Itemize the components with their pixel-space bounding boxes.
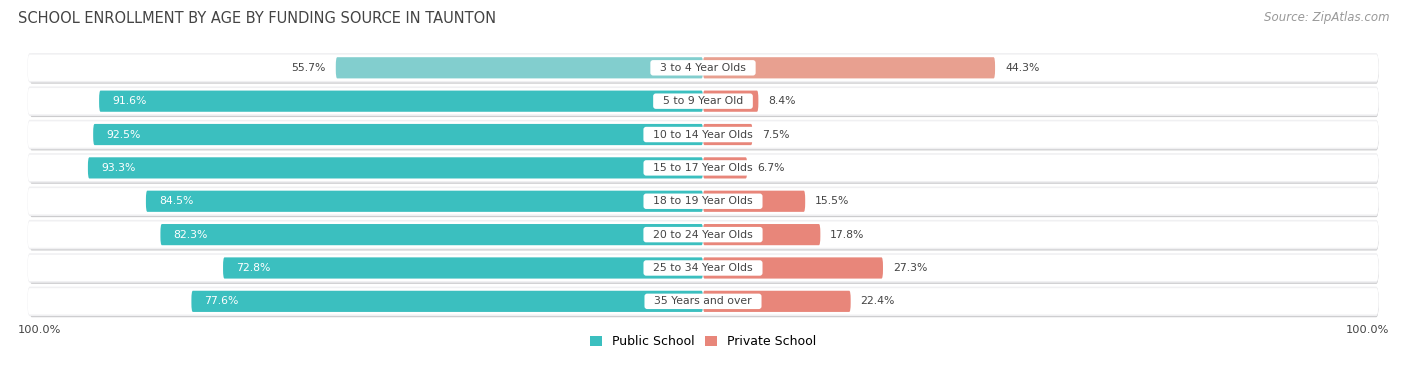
Text: 84.5%: 84.5%: [159, 196, 194, 206]
FancyBboxPatch shape: [27, 187, 1379, 216]
FancyBboxPatch shape: [224, 257, 703, 279]
Text: 10 to 14 Year Olds: 10 to 14 Year Olds: [647, 130, 759, 139]
Text: 55.7%: 55.7%: [291, 63, 326, 73]
Text: 18 to 19 Year Olds: 18 to 19 Year Olds: [647, 196, 759, 206]
Text: 15.5%: 15.5%: [815, 196, 849, 206]
FancyBboxPatch shape: [28, 155, 1378, 181]
FancyBboxPatch shape: [703, 124, 752, 145]
FancyBboxPatch shape: [703, 57, 995, 78]
FancyBboxPatch shape: [160, 224, 703, 245]
FancyBboxPatch shape: [30, 121, 1379, 150]
FancyBboxPatch shape: [703, 90, 758, 112]
Text: 20 to 24 Year Olds: 20 to 24 Year Olds: [647, 230, 759, 240]
Text: 35 Years and over: 35 Years and over: [647, 296, 759, 307]
Text: 92.5%: 92.5%: [107, 130, 141, 139]
FancyBboxPatch shape: [28, 188, 1378, 215]
FancyBboxPatch shape: [27, 153, 1379, 182]
FancyBboxPatch shape: [27, 86, 1379, 116]
FancyBboxPatch shape: [27, 53, 1379, 83]
FancyBboxPatch shape: [28, 288, 1378, 314]
FancyBboxPatch shape: [30, 287, 1379, 317]
FancyBboxPatch shape: [146, 191, 703, 212]
FancyBboxPatch shape: [28, 88, 1378, 114]
FancyBboxPatch shape: [703, 291, 851, 312]
Text: 8.4%: 8.4%: [768, 96, 796, 106]
Text: 6.7%: 6.7%: [756, 163, 785, 173]
FancyBboxPatch shape: [98, 90, 703, 112]
Text: 100.0%: 100.0%: [17, 325, 60, 335]
FancyBboxPatch shape: [27, 220, 1379, 249]
Text: 17.8%: 17.8%: [830, 230, 865, 240]
Text: 5 to 9 Year Old: 5 to 9 Year Old: [655, 96, 751, 106]
Text: 82.3%: 82.3%: [173, 230, 208, 240]
Text: 15 to 17 Year Olds: 15 to 17 Year Olds: [647, 163, 759, 173]
FancyBboxPatch shape: [30, 87, 1379, 117]
FancyBboxPatch shape: [30, 54, 1379, 84]
Text: 91.6%: 91.6%: [112, 96, 146, 106]
FancyBboxPatch shape: [27, 120, 1379, 149]
FancyBboxPatch shape: [27, 287, 1379, 316]
FancyBboxPatch shape: [28, 55, 1378, 81]
FancyBboxPatch shape: [30, 154, 1379, 184]
Text: 44.3%: 44.3%: [1005, 63, 1039, 73]
Text: 100.0%: 100.0%: [1346, 325, 1389, 335]
FancyBboxPatch shape: [703, 224, 820, 245]
FancyBboxPatch shape: [27, 253, 1379, 283]
Legend: Public School, Private School: Public School, Private School: [589, 336, 817, 348]
FancyBboxPatch shape: [703, 191, 806, 212]
Text: 72.8%: 72.8%: [236, 263, 270, 273]
FancyBboxPatch shape: [191, 291, 703, 312]
FancyBboxPatch shape: [93, 124, 703, 145]
Text: 25 to 34 Year Olds: 25 to 34 Year Olds: [647, 263, 759, 273]
Text: 7.5%: 7.5%: [762, 130, 790, 139]
FancyBboxPatch shape: [28, 255, 1378, 281]
FancyBboxPatch shape: [89, 157, 703, 178]
FancyBboxPatch shape: [28, 121, 1378, 148]
FancyBboxPatch shape: [30, 187, 1379, 217]
Text: Source: ZipAtlas.com: Source: ZipAtlas.com: [1264, 11, 1389, 24]
FancyBboxPatch shape: [30, 221, 1379, 250]
FancyBboxPatch shape: [336, 57, 703, 78]
FancyBboxPatch shape: [28, 221, 1378, 248]
Text: 22.4%: 22.4%: [860, 296, 896, 307]
FancyBboxPatch shape: [703, 157, 747, 178]
FancyBboxPatch shape: [703, 257, 883, 279]
Text: 3 to 4 Year Olds: 3 to 4 Year Olds: [652, 63, 754, 73]
Text: 93.3%: 93.3%: [101, 163, 135, 173]
FancyBboxPatch shape: [30, 254, 1379, 284]
Text: 27.3%: 27.3%: [893, 263, 927, 273]
Text: 77.6%: 77.6%: [205, 296, 239, 307]
Text: SCHOOL ENROLLMENT BY AGE BY FUNDING SOURCE IN TAUNTON: SCHOOL ENROLLMENT BY AGE BY FUNDING SOUR…: [18, 11, 496, 26]
